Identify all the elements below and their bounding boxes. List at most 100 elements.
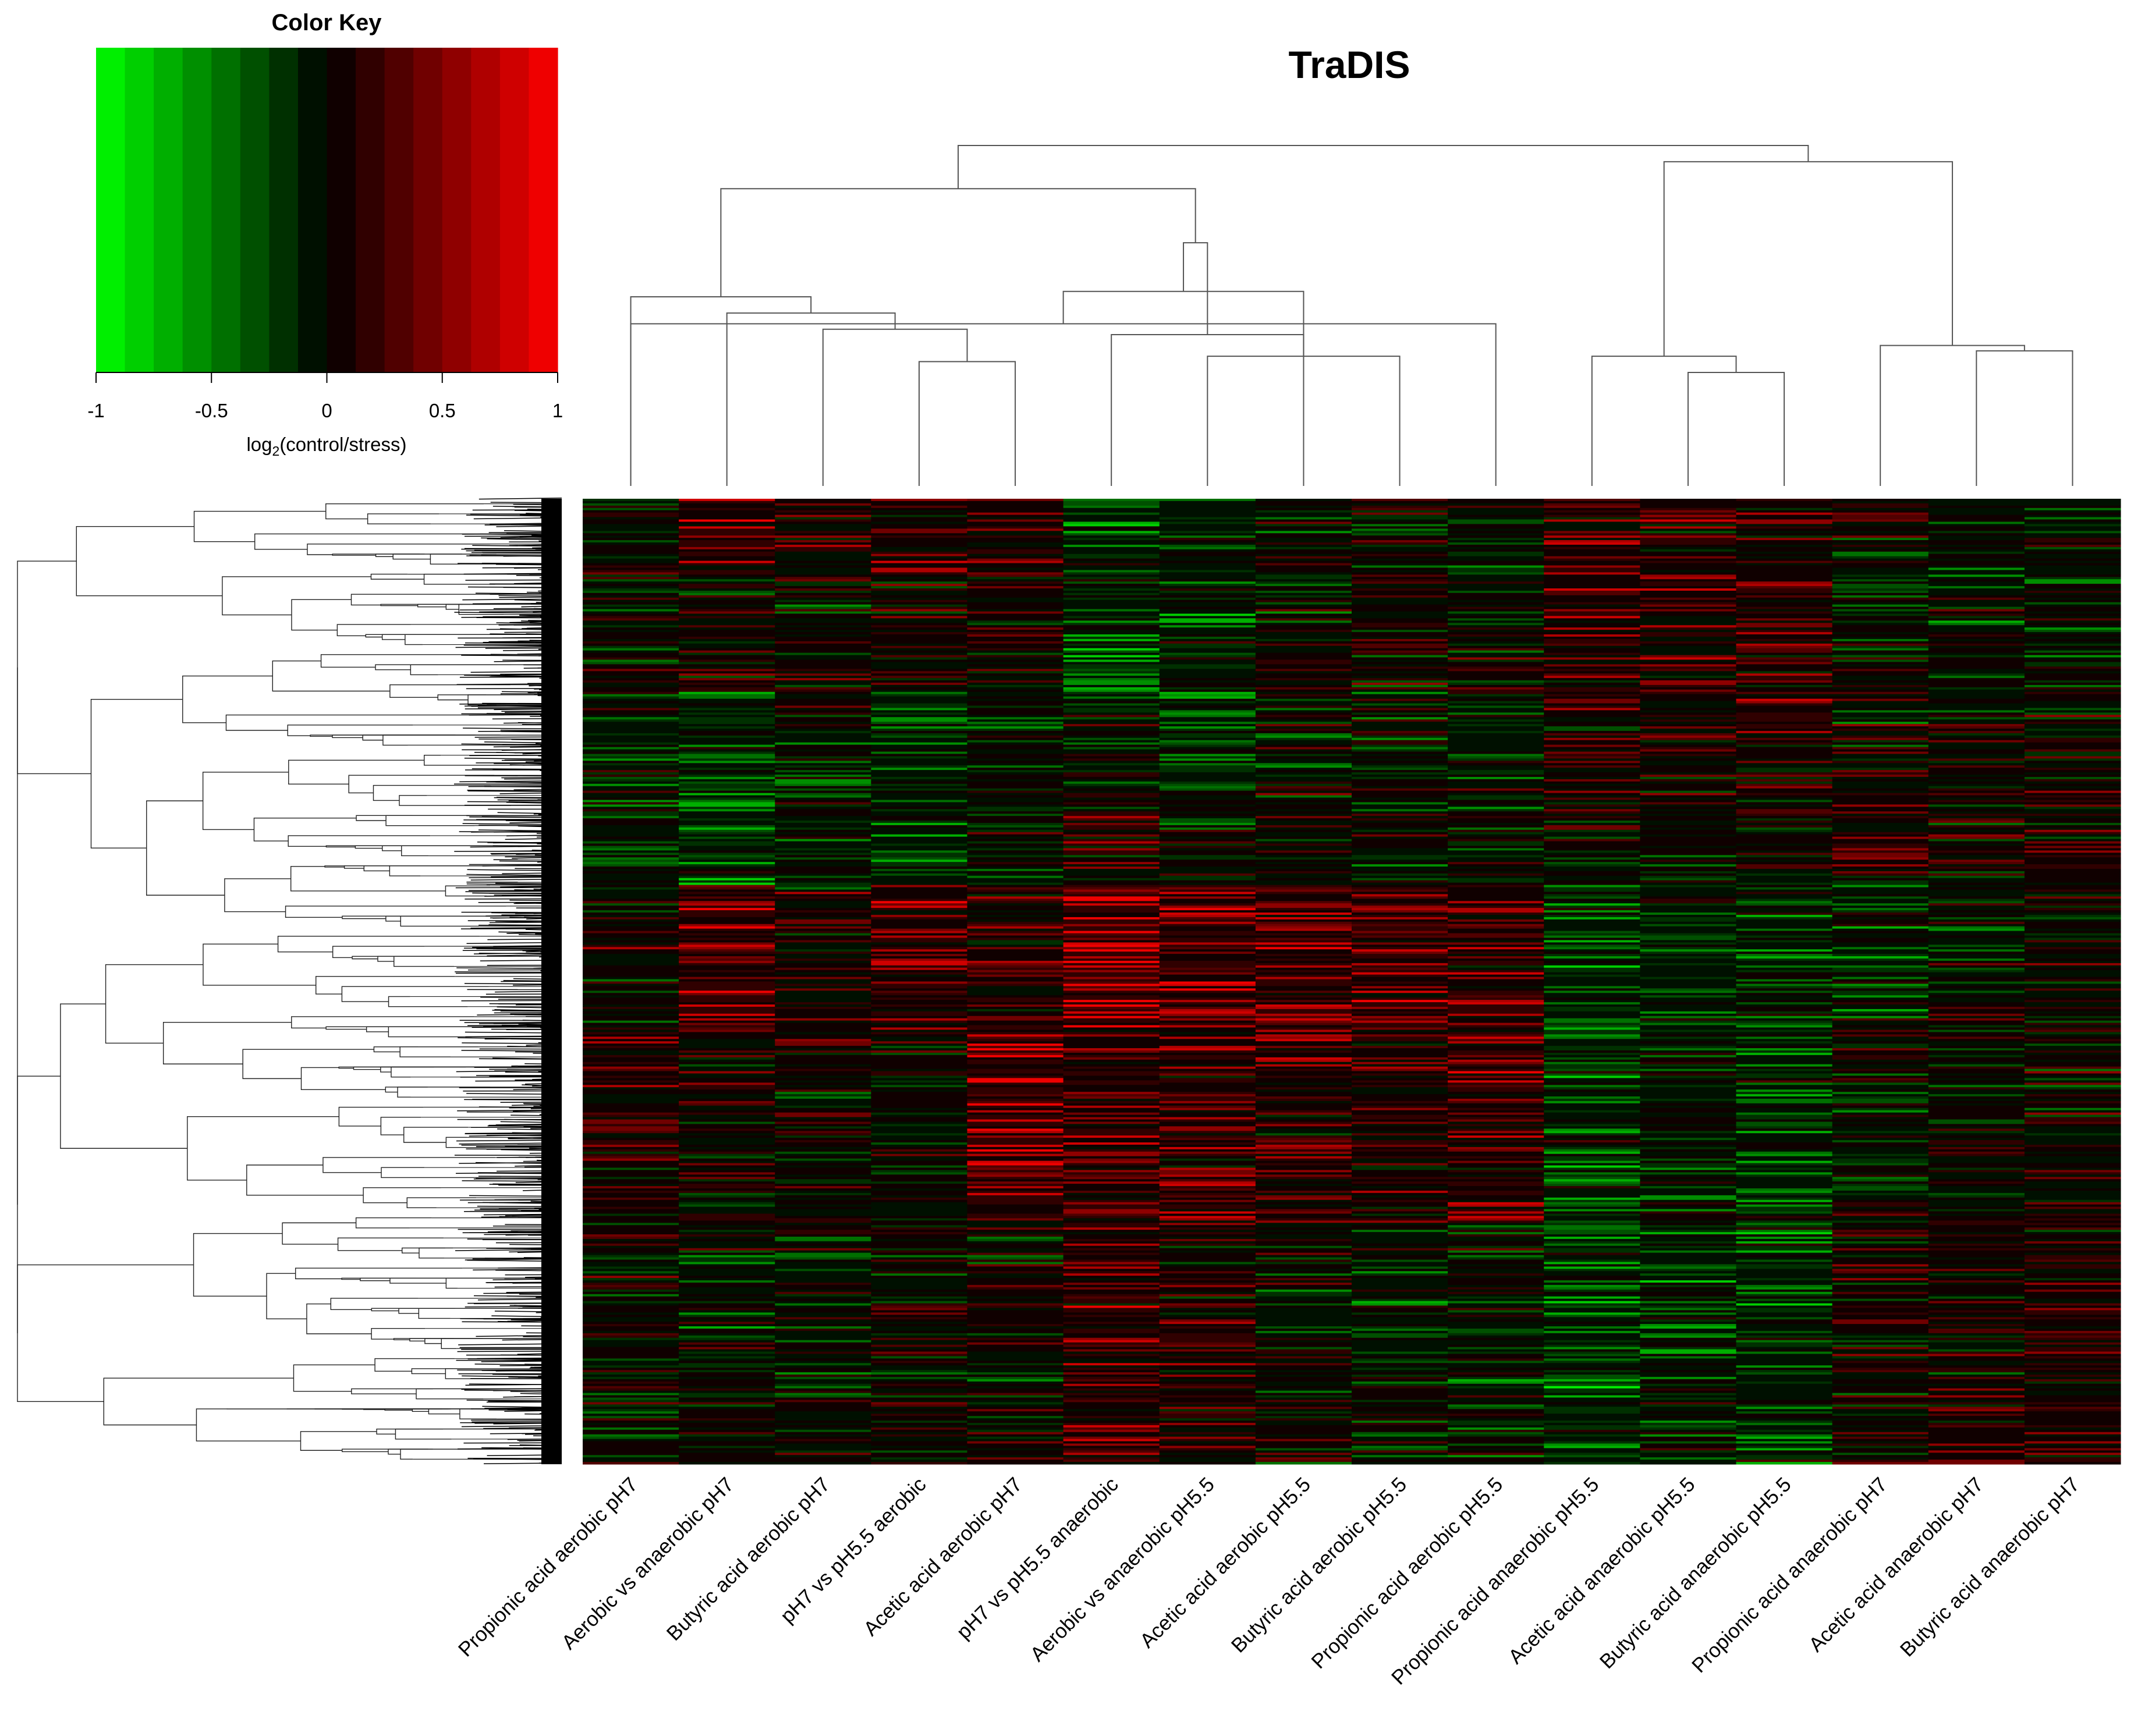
heatmap-cell: [1159, 645, 1256, 649]
heatmap-cell: [1063, 781, 1160, 784]
heatmap-cell: [1063, 892, 1160, 894]
heatmap-cell: [871, 715, 967, 718]
heatmap-cell: [1448, 924, 1544, 927]
heatmap-cell: [871, 965, 967, 968]
heatmap-cell: [1640, 577, 1736, 580]
heatmap-cell: [1255, 553, 1352, 557]
heatmap-cell: [679, 839, 775, 842]
heatmap-cell: [775, 680, 871, 683]
heatmap-cell: [2024, 935, 2121, 938]
heatmap-cell: [679, 535, 775, 538]
heatmap-cell: [2024, 705, 2121, 708]
heatmap-cell: [775, 1064, 871, 1067]
heatmap-cell: [2024, 733, 2121, 736]
heatmap-cell: [1352, 754, 1448, 757]
heatmap-cell: [1159, 719, 1256, 722]
heatmap-cell: [1159, 606, 1256, 610]
heatmap-cell: [1448, 763, 1544, 766]
heatmap-cell: [1448, 572, 1544, 575]
heatmap-cell: [583, 970, 679, 973]
heatmap-cell: [1063, 1027, 1160, 1030]
heatmap-cell: [1736, 926, 1833, 929]
heatmap-cell: [679, 735, 775, 739]
heatmap-cell: [1255, 931, 1352, 934]
heatmap-cell: [2024, 684, 2121, 688]
heatmap-cell: [1832, 945, 1929, 947]
heatmap-cell: [1159, 742, 1256, 745]
heatmap-cell: [1736, 846, 1833, 849]
heatmap-cell: [1448, 749, 1544, 752]
heatmap-cell: [1736, 599, 1833, 603]
heatmap-cell: [1352, 618, 1448, 621]
heatmap-cell: [679, 1064, 775, 1067]
heatmap-cell: [1832, 807, 1929, 810]
heatmap-cell: [1736, 655, 1833, 658]
heatmap-cell: [967, 717, 1064, 720]
heatmap-cell: [1544, 503, 1640, 506]
heatmap-cell: [1352, 981, 1448, 984]
heatmap-cell: [1928, 584, 2025, 587]
heatmap-cell: [1928, 650, 2025, 654]
heatmap-cell: [1928, 921, 2025, 925]
heatmap-cell: [2024, 832, 2121, 835]
heatmap-cell: [1736, 781, 1833, 784]
heatmap-cell: [1544, 1018, 1640, 1021]
heatmap-cell: [871, 546, 967, 550]
heatmap-cell: [1832, 546, 1929, 550]
heatmap-cell: [1063, 1009, 1160, 1012]
heatmap-cell: [775, 841, 871, 844]
heatmap-cell: [1159, 657, 1256, 660]
heatmap-cell: [1832, 630, 1929, 633]
heatmap-cell: [1352, 970, 1448, 973]
heatmap-cell: [967, 960, 1064, 964]
color-key-label-rest: (control/stress): [279, 434, 406, 455]
heatmap-cell: [871, 942, 967, 945]
heatmap-cell: [679, 882, 775, 886]
heatmap-cell: [1928, 1029, 2025, 1032]
heatmap-cell: [1448, 551, 1544, 555]
heatmap-cell: [1448, 991, 1544, 993]
heatmap-cell: [1063, 926, 1160, 929]
heatmap-cell: [1063, 528, 1160, 531]
heatmap-cell: [1448, 894, 1544, 897]
heatmap-cell: [1640, 505, 1736, 509]
heatmap-cell: [1448, 505, 1544, 509]
heatmap-cell: [1832, 611, 1929, 614]
heatmap-cell: [1255, 940, 1352, 943]
heatmap-cell: [1159, 712, 1256, 715]
heatmap-cell: [2024, 538, 2121, 541]
heatmap-cell: [871, 625, 967, 628]
heatmap-cell: [679, 722, 775, 725]
heatmap-cell: [775, 864, 871, 867]
heatmap-cell: [583, 499, 679, 502]
heatmap-cell: [1544, 563, 1640, 566]
heatmap-cell: [2024, 875, 2121, 879]
heatmap-cell: [1640, 1034, 1736, 1037]
heatmap-cell: [1255, 834, 1352, 837]
heatmap-cell: [1448, 889, 1544, 892]
heatmap-cell: [1159, 1048, 1256, 1051]
heatmap-cell: [1159, 710, 1256, 713]
heatmap-cell: [967, 680, 1064, 683]
heatmap-cell: [2024, 641, 2121, 644]
heatmap-cell: [1063, 871, 1160, 874]
heatmap-cell: [775, 591, 871, 594]
heatmap-cell: [1640, 703, 1736, 706]
heatmap-cell: [871, 1000, 967, 1003]
heatmap-cell: [1736, 526, 1833, 529]
heatmap-cell: [1736, 995, 1833, 998]
heatmap-cell: [1159, 779, 1256, 782]
heatmap-cell: [1928, 505, 2025, 509]
heatmap-cell: [1928, 742, 2025, 745]
heatmap-cell: [1255, 1027, 1352, 1030]
heatmap-cell: [679, 507, 775, 511]
heatmap-cell: [1832, 788, 1929, 791]
heatmap-cell: [1255, 935, 1352, 938]
heatmap-cell: [1832, 1025, 1929, 1028]
heatmap-cell: [1928, 894, 2025, 897]
heatmap-cell: [871, 618, 967, 621]
heatmap-cell: [871, 1057, 967, 1060]
heatmap-cell: [1928, 997, 2025, 1000]
heatmap-cell: [1736, 641, 1833, 644]
heatmap-cell: [871, 503, 967, 506]
